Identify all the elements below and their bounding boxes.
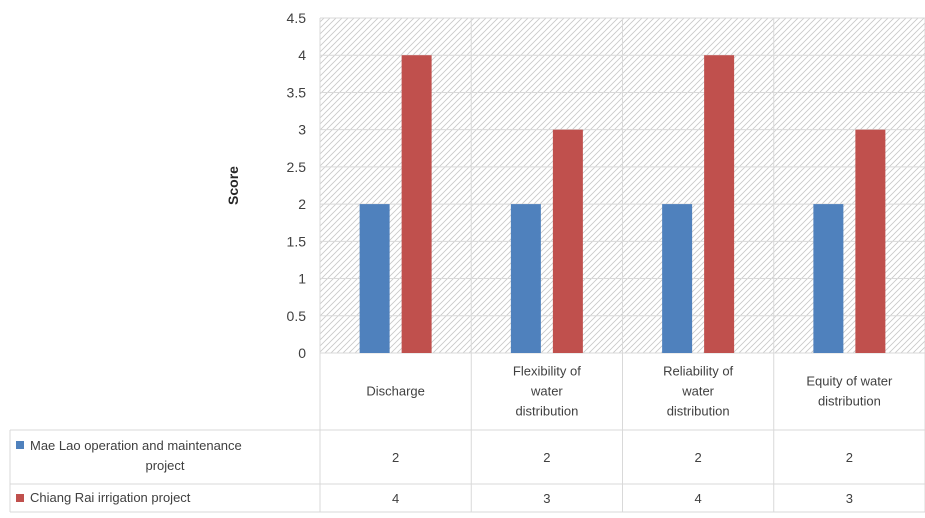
y-tick-label: 4 (298, 47, 306, 63)
y-tick-label: 3 (298, 122, 306, 138)
x-category-label-line: water (681, 384, 714, 399)
legend-key (16, 441, 24, 449)
x-category-label-line: water (530, 384, 563, 399)
table-value: 2 (846, 450, 853, 465)
x-category-label: Flexibility of water distribution (513, 364, 581, 419)
series-name: Mae Lao operation and maintenance project (30, 438, 242, 473)
y-tick-label: 1 (298, 271, 306, 287)
bar-mae-lao (359, 204, 390, 353)
x-category-label-line: Discharge (366, 384, 425, 399)
bar-mae-lao (662, 204, 693, 353)
x-category-label-line: Reliability of (663, 364, 733, 379)
bar-mae-lao (510, 204, 541, 353)
legend-key (16, 494, 24, 502)
series-name-line: Mae Lao operation and maintenance (30, 438, 242, 453)
bar-chiang-rai (552, 129, 583, 353)
y-tick-label: 0 (298, 345, 306, 361)
table-value: 2 (543, 450, 550, 465)
y-tick-label: 2 (298, 196, 306, 212)
table-value: 2 (392, 450, 399, 465)
x-category-label-line: distribution (515, 404, 578, 419)
x-category-label-line: Equity of water (806, 374, 893, 389)
series-name-line: project (145, 458, 184, 473)
bar-chiang-rai (401, 55, 432, 353)
x-category-label-line: Flexibility of (513, 364, 581, 379)
series-name: Chiang Rai irrigation project (30, 490, 191, 505)
x-category-label-line: distribution (667, 404, 730, 419)
y-axis-label: Score (225, 166, 241, 205)
x-category-label: Reliability of water distribution (663, 364, 733, 419)
y-tick-label: 0.5 (287, 308, 307, 324)
x-category-label: Discharge (366, 384, 425, 399)
table-value: 4 (392, 491, 399, 506)
x-category-label: Equity of water distribution (806, 374, 893, 409)
bar-chiang-rai (855, 129, 886, 353)
y-tick-label: 3.5 (287, 84, 307, 100)
table-value: 3 (543, 491, 550, 506)
bar-chiang-rai (704, 55, 735, 353)
y-tick-label: 2.5 (287, 159, 307, 175)
y-tick-label: 1.5 (287, 233, 307, 249)
y-tick-label: 4.5 (287, 10, 307, 26)
table-value: 2 (695, 450, 702, 465)
x-category-label-line: distribution (818, 394, 881, 409)
bar-mae-lao (813, 204, 844, 353)
table-value: 4 (695, 491, 702, 506)
table-value: 3 (846, 491, 853, 506)
